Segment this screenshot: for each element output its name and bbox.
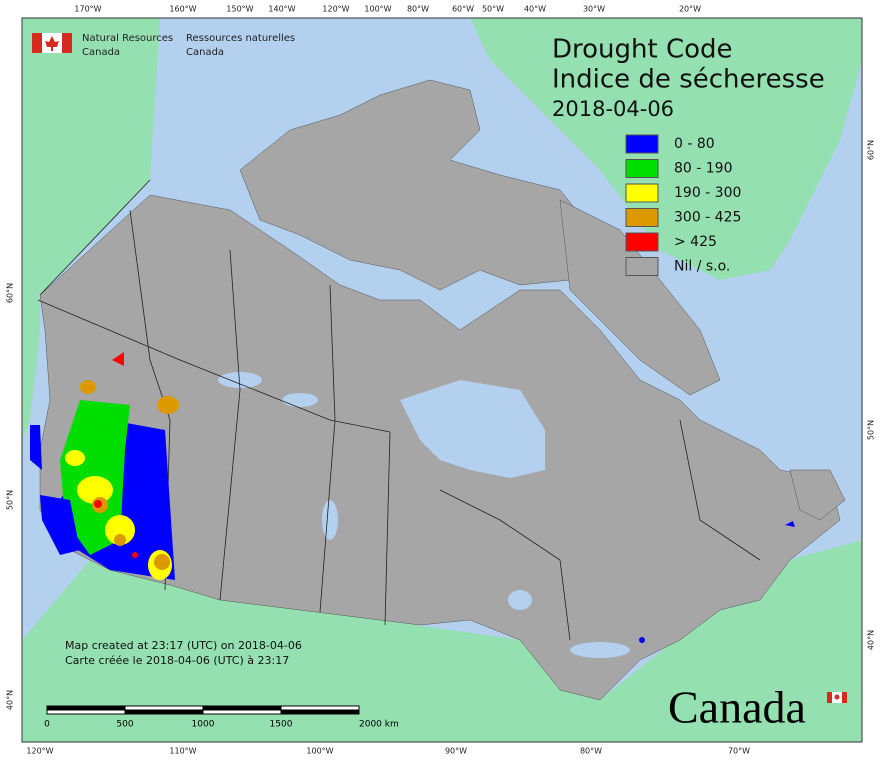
longitude-label: 100°W xyxy=(364,5,391,14)
legend-swatch xyxy=(625,183,659,203)
longitude-label: 170°W xyxy=(74,5,101,14)
longitude-label: 70°W xyxy=(728,747,750,756)
legend-swatch xyxy=(625,208,659,227)
longitude-label: 110°W xyxy=(169,747,196,756)
hudson-bay xyxy=(400,380,545,478)
title: Indice de sécheresse xyxy=(552,65,825,95)
alaska-panhandle xyxy=(22,295,40,440)
agency-en: Natural Resources xyxy=(82,33,173,44)
scale-label: 500 xyxy=(116,720,133,730)
legend-swatch xyxy=(625,134,659,154)
longitude-label: 120°W xyxy=(322,5,349,14)
newfoundland xyxy=(789,469,846,521)
title: Drought Code xyxy=(552,35,733,65)
longitude-label: 120°W xyxy=(26,747,53,756)
legend-label: 80 - 190 xyxy=(674,161,733,177)
wordmark-flag xyxy=(827,692,847,703)
legend-swatch xyxy=(625,159,659,178)
longitude-label: 150°W xyxy=(226,5,253,14)
agency-en: Canada xyxy=(82,47,120,58)
longitude-label: 100°W xyxy=(306,747,333,756)
latitude-label: 60°N xyxy=(6,283,15,303)
longitude-label: 160°W xyxy=(169,5,196,14)
scale-label: 0 xyxy=(44,720,50,730)
agency-fr: Canada xyxy=(186,47,224,58)
latitude-label: 50°N xyxy=(6,490,15,510)
longitude-label: 140°W xyxy=(268,5,295,14)
lakes xyxy=(218,372,630,658)
longitude-label: 20°W xyxy=(679,5,701,14)
longitude-label: 50°W xyxy=(482,5,504,14)
latitude-label: 60°N xyxy=(867,140,876,160)
note: Map created at 23:17 (UTC) on 2018-04-06 xyxy=(65,639,302,652)
longitude-label: 90°W xyxy=(445,747,467,756)
longitude-label: 80°W xyxy=(407,5,429,14)
flag xyxy=(32,33,72,53)
alaska xyxy=(22,18,160,300)
longitude-label: 30°W xyxy=(583,5,605,14)
usa xyxy=(22,540,862,742)
wordmark: Canada xyxy=(668,682,806,733)
legend-label: 190 - 300 xyxy=(674,185,741,201)
latitude-label: 50°N xyxy=(867,420,876,440)
longitude-label: 80°W xyxy=(580,747,602,756)
legend-label: > 425 xyxy=(674,234,717,250)
scale-label: 2000 km xyxy=(359,720,399,730)
greenland xyxy=(470,18,862,280)
legend-swatch xyxy=(625,232,659,252)
latitude-label: 40°N xyxy=(6,690,15,710)
legend-label: 0 - 80 xyxy=(674,136,715,152)
date: 2018-04-06 xyxy=(552,97,674,121)
scale-bar xyxy=(46,705,360,715)
scale-label: 1000 xyxy=(192,720,215,730)
drought-areas xyxy=(30,352,795,643)
baffin-island xyxy=(559,199,721,396)
longitude-label: 60°W xyxy=(452,5,474,14)
note: Carte créée le 2018-04-06 (UTC) à 23:17 xyxy=(65,654,289,667)
legend-label: Nil / s.o. xyxy=(674,259,730,275)
legend-swatch xyxy=(625,257,659,276)
longitude-label: 40°W xyxy=(524,5,546,14)
scale-label: 1500 xyxy=(270,720,293,730)
legend-label: 300 - 425 xyxy=(674,210,741,226)
agency-fr: Ressources naturelles xyxy=(186,33,295,44)
latitude-label: 40°N xyxy=(867,630,876,650)
frame xyxy=(21,17,863,743)
